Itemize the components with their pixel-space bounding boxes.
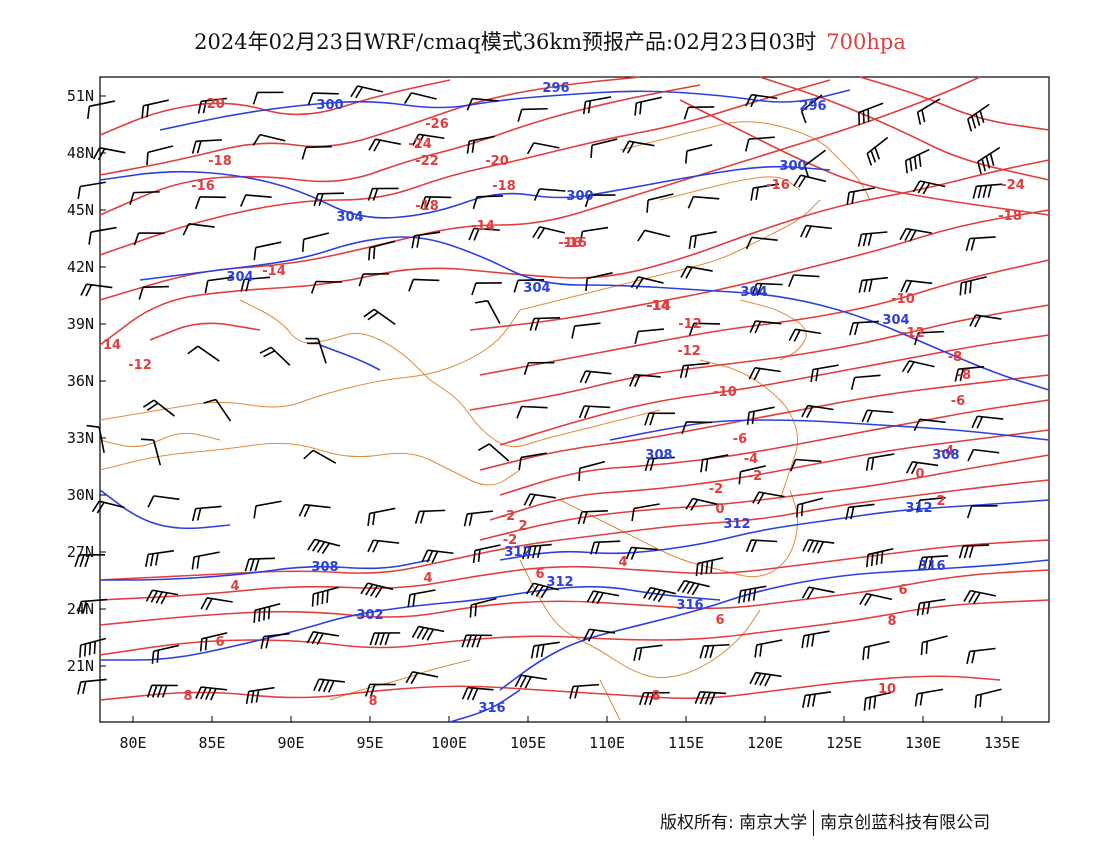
temperature-label: 0 bbox=[715, 502, 724, 517]
temperature-label: -8 bbox=[948, 350, 962, 365]
height-label: 308 bbox=[932, 448, 959, 463]
temperature-label: -16 bbox=[191, 179, 215, 194]
height-label: 312 bbox=[905, 501, 932, 516]
temperature-label: 0 bbox=[915, 467, 924, 482]
lon-tick-label: 130E bbox=[905, 734, 941, 752]
temperature-label: -2 bbox=[709, 482, 723, 497]
lon-tick-label: 125E bbox=[826, 734, 862, 752]
lon-tick-label: 115E bbox=[668, 734, 704, 752]
temperature-label: 8 bbox=[368, 694, 377, 709]
height-label: 300 bbox=[316, 98, 343, 113]
height-label: 296 bbox=[799, 99, 826, 114]
lon-tick-label: 120E bbox=[747, 734, 783, 752]
lat-tick-label: 39N bbox=[67, 315, 94, 333]
map-frame bbox=[100, 77, 1049, 722]
temperature-label: -2 bbox=[501, 509, 515, 524]
height-label: 302 bbox=[356, 608, 383, 623]
height-label: 312 bbox=[504, 545, 531, 560]
temperature-label: 10 bbox=[878, 682, 896, 697]
temperature-label: 4 bbox=[423, 571, 432, 586]
temperature-label: -6 bbox=[951, 394, 965, 409]
temperature-label: -4 bbox=[744, 452, 758, 467]
height-label: 296 bbox=[542, 81, 569, 96]
temperature-label: -12 bbox=[128, 358, 152, 373]
temperature-label: -26 bbox=[425, 117, 449, 132]
temperature-label: -16 bbox=[558, 236, 582, 251]
temperature-label: -12 bbox=[678, 317, 702, 332]
lat-tick-label: 24N bbox=[67, 600, 94, 618]
height-label: 312 bbox=[546, 575, 573, 590]
temperature-label: -14 bbox=[262, 264, 286, 279]
lon-tick-label: 105E bbox=[510, 734, 546, 752]
lat-tick-label: 21N bbox=[67, 657, 94, 675]
height-label: 308 bbox=[645, 448, 672, 463]
temperature-label: 6 bbox=[898, 583, 907, 598]
temperature-label: -18 bbox=[998, 209, 1022, 224]
height-label: 316 bbox=[676, 598, 703, 613]
temperature-label: -12 bbox=[901, 326, 925, 341]
lat-tick-label: 51N bbox=[67, 87, 94, 105]
temperature-label: -20 bbox=[201, 97, 225, 112]
temperature-label: -8 bbox=[957, 368, 971, 383]
footer-divider bbox=[813, 810, 814, 836]
height-label: 304 bbox=[882, 313, 909, 328]
height-label: 300 bbox=[779, 159, 806, 174]
height-label: 316 bbox=[918, 559, 945, 574]
height-label: 300 bbox=[566, 189, 593, 204]
lon-tick-label: 85E bbox=[198, 734, 225, 752]
copyright-left: 版权所有: 南京大学 bbox=[660, 813, 807, 833]
lon-tick-label: 80E bbox=[119, 734, 146, 752]
temperature-label: -14 bbox=[471, 219, 495, 234]
temperature-label: 6 bbox=[215, 635, 224, 650]
height-label: 304 bbox=[336, 210, 363, 225]
copyright: 版权所有: 南京大学南京创蓝科技有限公司 bbox=[660, 808, 990, 836]
height-label: 304 bbox=[523, 281, 550, 296]
temperature-label: 4 bbox=[618, 555, 627, 570]
lon-tick-label: 110E bbox=[589, 734, 625, 752]
temperature-label: -18 bbox=[415, 199, 439, 214]
lat-tick-label: 30N bbox=[67, 486, 94, 504]
temperature-label: -6 bbox=[733, 432, 747, 447]
temperature-label: -22 bbox=[415, 154, 439, 169]
lat-tick-label: 33N bbox=[67, 429, 94, 447]
copyright-right: 南京创蓝科技有限公司 bbox=[820, 813, 990, 833]
temperature-label: -10 bbox=[891, 292, 915, 307]
temperature-label: 8 bbox=[651, 689, 660, 704]
temperature-label: 14 bbox=[103, 338, 121, 353]
temperature-label: 6 bbox=[715, 613, 724, 628]
temperature-label: -10 bbox=[713, 385, 737, 400]
temperature-label: 8 bbox=[887, 614, 896, 629]
temperature-label: -18 bbox=[208, 154, 232, 169]
lat-tick-label: 42N bbox=[67, 258, 94, 276]
height-label: 316 bbox=[478, 701, 505, 716]
lon-tick-label: 95E bbox=[356, 734, 383, 752]
temperature-label: -12 bbox=[677, 344, 701, 359]
temperature-label: -24 bbox=[408, 137, 432, 152]
lat-tick-label: 27N bbox=[67, 543, 94, 561]
temperature-label: -20 bbox=[485, 154, 509, 169]
lon-tick-label: 100E bbox=[431, 734, 467, 752]
lat-tick-label: 48N bbox=[67, 144, 94, 162]
temperature-label: -24 bbox=[1001, 178, 1025, 193]
height-label: 308 bbox=[311, 560, 338, 575]
temperature-label: 8 bbox=[183, 689, 192, 704]
temperature-label: -2 bbox=[748, 469, 762, 484]
temperature-label: 6 bbox=[535, 567, 544, 582]
temperature-label: -14 bbox=[646, 299, 670, 314]
temperature-label: -16 bbox=[766, 178, 790, 193]
height-label: 312 bbox=[723, 517, 750, 532]
lat-tick-label: 45N bbox=[67, 201, 94, 219]
lat-tick-label: 36N bbox=[67, 372, 94, 390]
height-label: 304 bbox=[226, 270, 253, 285]
height-label: 304 bbox=[740, 285, 767, 300]
lon-tick-label: 90E bbox=[277, 734, 304, 752]
lon-tick-label: 135E bbox=[984, 734, 1020, 752]
temperature-label: -18 bbox=[492, 179, 516, 194]
temperature-label: 2 bbox=[518, 519, 527, 534]
temperature-label: 2 bbox=[936, 494, 945, 509]
temperature-label: 4 bbox=[230, 579, 239, 594]
